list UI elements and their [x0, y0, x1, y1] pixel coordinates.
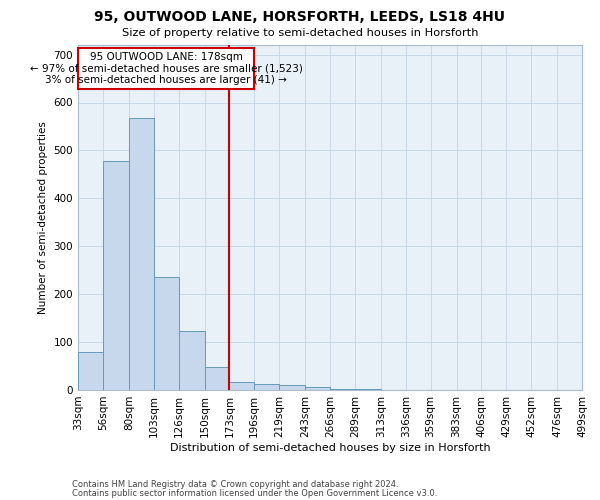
Bar	[103, 161, 129, 390]
FancyBboxPatch shape	[78, 48, 254, 89]
Bar	[355, 389, 381, 390]
Bar	[78, 352, 103, 390]
Bar	[330, 388, 355, 390]
Text: Contains public sector information licensed under the Open Government Licence v3: Contains public sector information licen…	[72, 489, 437, 498]
Bar	[279, 385, 305, 390]
Bar	[229, 382, 254, 390]
Y-axis label: Number of semi-detached properties: Number of semi-detached properties	[38, 121, 48, 314]
Text: Size of property relative to semi-detached houses in Horsforth: Size of property relative to semi-detach…	[122, 28, 478, 38]
Text: ← 97% of semi-detached houses are smaller (1,523): ← 97% of semi-detached houses are smalle…	[30, 64, 302, 74]
Text: 95, OUTWOOD LANE, HORSFORTH, LEEDS, LS18 4HU: 95, OUTWOOD LANE, HORSFORTH, LEEDS, LS18…	[95, 10, 505, 24]
Bar	[179, 331, 205, 390]
Text: Contains HM Land Registry data © Crown copyright and database right 2024.: Contains HM Land Registry data © Crown c…	[72, 480, 398, 489]
Text: 3% of semi-detached houses are larger (41) →: 3% of semi-detached houses are larger (4…	[45, 74, 287, 85]
Bar	[254, 384, 279, 390]
Bar	[154, 277, 179, 390]
Text: 95 OUTWOOD LANE: 178sqm: 95 OUTWOOD LANE: 178sqm	[90, 52, 242, 62]
Bar	[305, 386, 330, 390]
Bar	[129, 118, 154, 390]
X-axis label: Distribution of semi-detached houses by size in Horsforth: Distribution of semi-detached houses by …	[170, 442, 490, 452]
Bar	[205, 367, 229, 390]
